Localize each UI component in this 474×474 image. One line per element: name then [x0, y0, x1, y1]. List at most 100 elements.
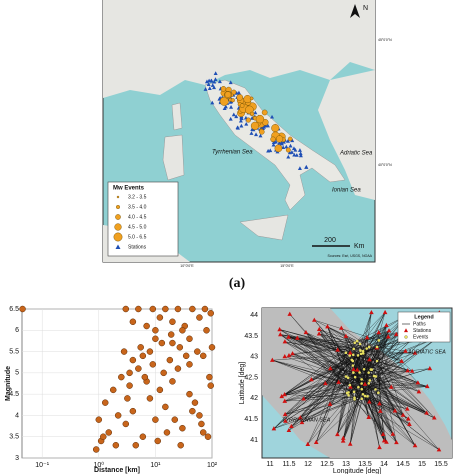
point	[122, 305, 130, 313]
path-line	[357, 353, 364, 370]
legend-symbol	[116, 195, 120, 199]
point	[146, 348, 154, 355]
station	[250, 127, 255, 131]
event	[255, 114, 265, 124]
point	[92, 446, 100, 453]
path-line	[345, 370, 408, 377]
point	[126, 382, 133, 389]
point	[154, 437, 161, 445]
station	[239, 116, 244, 121]
point	[177, 441, 184, 449]
station	[279, 141, 284, 146]
event	[361, 349, 365, 353]
station	[336, 379, 341, 384]
point	[207, 382, 214, 389]
y-axis-label: Latitude [deg]	[239, 362, 246, 404]
point	[129, 318, 137, 326]
point	[189, 305, 196, 313]
path-line	[376, 360, 385, 441]
path-line	[349, 355, 427, 414]
path-line	[354, 350, 406, 400]
station	[415, 380, 421, 385]
path-line	[378, 340, 419, 383]
balkans	[318, 70, 375, 200]
lat-tick-label: 42.5	[244, 374, 258, 381]
point	[19, 305, 26, 313]
station	[289, 423, 294, 429]
station	[282, 392, 287, 397]
point	[156, 386, 164, 394]
point	[167, 331, 175, 338]
path-line	[352, 365, 408, 371]
legend-label: Events	[413, 334, 429, 340]
station	[209, 78, 214, 83]
lon-tick-label: 15	[418, 461, 426, 468]
path-line	[316, 341, 358, 443]
event	[352, 390, 356, 394]
sicily	[239, 214, 289, 241]
point	[196, 314, 203, 321]
y-tick-label: 4.5	[9, 391, 19, 398]
station	[384, 439, 389, 444]
path-line	[348, 350, 406, 378]
station	[409, 368, 415, 373]
path-line	[363, 312, 386, 354]
path-line	[330, 368, 356, 378]
station	[380, 431, 386, 437]
station	[381, 438, 387, 443]
station	[234, 114, 239, 119]
legend-label: Paths	[413, 321, 426, 327]
station	[290, 351, 295, 356]
event	[230, 98, 235, 103]
station	[348, 384, 353, 389]
station	[376, 329, 382, 335]
station	[213, 77, 218, 81]
event	[367, 382, 371, 385]
station	[213, 71, 218, 75]
lon-tick-label: 14.5	[396, 461, 410, 468]
point	[129, 407, 137, 415]
path-line	[349, 325, 387, 356]
station	[212, 85, 217, 90]
point	[146, 395, 154, 402]
path-line	[285, 398, 362, 415]
path-line	[288, 377, 356, 431]
point	[112, 441, 120, 449]
station	[407, 421, 412, 426]
station	[405, 368, 411, 373]
station	[378, 408, 383, 413]
point	[182, 352, 190, 360]
station	[367, 399, 372, 404]
legend-label: Stations	[128, 244, 147, 250]
path-line	[284, 376, 347, 395]
event	[367, 371, 370, 374]
map-a: Adriatic Sea Tyrrhenian Sea Ionian Sea 4…	[102, 0, 392, 268]
path-line	[337, 376, 347, 435]
station	[323, 380, 328, 386]
station	[270, 357, 275, 362]
station	[228, 80, 233, 85]
station	[431, 415, 437, 420]
scatter-plot: 3 3.5 4 4.5 5 5.5 6 6.5 10⁻¹ 10⁰ 10¹ 10² Magnitude Di…	[5, 305, 218, 474]
event	[239, 103, 245, 108]
path-line	[291, 372, 360, 427]
sea-label: Tyrrhenian Sea	[212, 150, 253, 156]
station	[297, 166, 302, 170]
station	[285, 139, 290, 143]
path-line	[362, 370, 408, 395]
x-tick-label: 10²	[207, 462, 218, 469]
event	[363, 394, 367, 398]
station	[253, 110, 258, 115]
event	[348, 383, 352, 387]
event	[366, 395, 369, 398]
station	[399, 358, 404, 363]
path-line	[355, 377, 427, 414]
event	[353, 341, 357, 345]
event	[285, 147, 291, 153]
path-line	[279, 329, 364, 354]
event	[356, 354, 360, 357]
path-line	[361, 330, 390, 380]
point	[207, 310, 214, 317]
path-line	[359, 343, 410, 425]
path-line	[311, 348, 354, 380]
